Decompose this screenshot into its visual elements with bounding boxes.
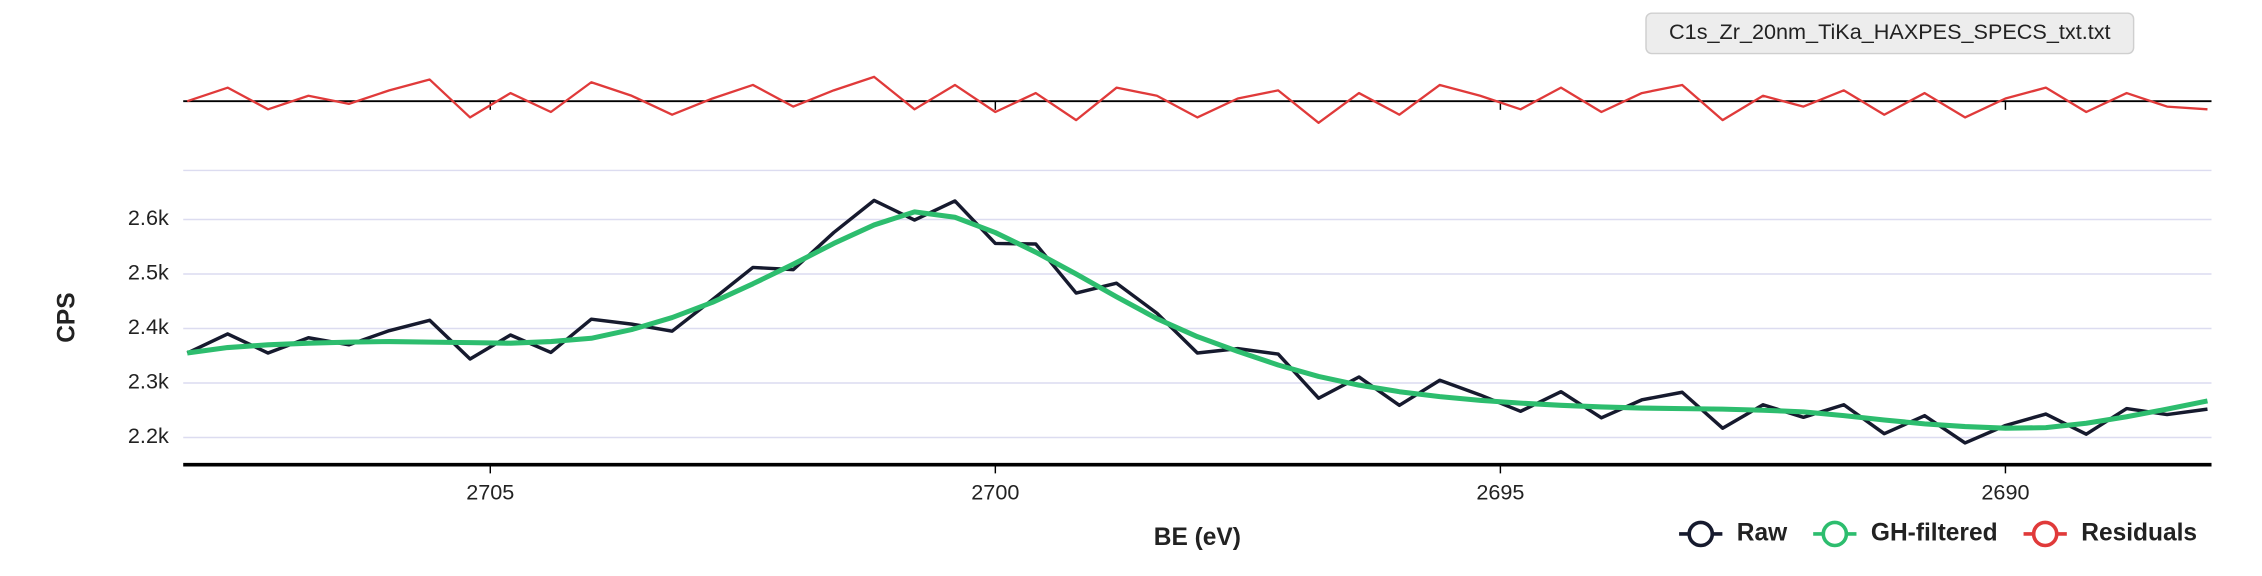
x-tick-label: 2690 [1981, 479, 2029, 504]
legend-icon [1821, 520, 1849, 548]
y-tick-label: 2.3k [128, 369, 169, 394]
tooltip-box [1645, 12, 2135, 55]
legend-label: GH-filtered [1871, 519, 1998, 546]
tooltip: C1s_Zr_20nm_TiKa_HAXPES_SPECS_txt.txt [1669, 19, 2111, 44]
y-tick-label: 2.6k [128, 205, 169, 230]
y-axis-title: CPS [53, 292, 80, 342]
x-tick-label: 2705 [466, 479, 514, 504]
x-tick-label: 2695 [1476, 479, 1524, 504]
x-tick-label: 2700 [971, 479, 1019, 504]
y-tick-label: 2.5k [128, 260, 169, 285]
series-line [186, 209, 2208, 431]
series-line [186, 198, 2208, 445]
legend-icon [2031, 520, 2059, 548]
legend-icon [1687, 520, 1715, 548]
x-axis-title: BE (eV) [1154, 524, 1241, 551]
y-tick-label: 2.2k [128, 423, 169, 448]
legend-label: Residuals [2081, 519, 2197, 546]
legend-label: Raw [1737, 519, 1788, 546]
series-line [186, 75, 2208, 124]
y-tick-label: 2.4k [128, 314, 169, 339]
